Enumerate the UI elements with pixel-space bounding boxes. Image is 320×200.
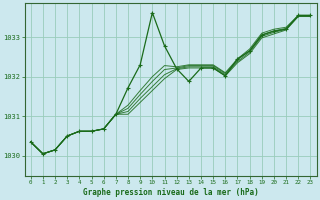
X-axis label: Graphe pression niveau de la mer (hPa): Graphe pression niveau de la mer (hPa) [83,188,259,197]
